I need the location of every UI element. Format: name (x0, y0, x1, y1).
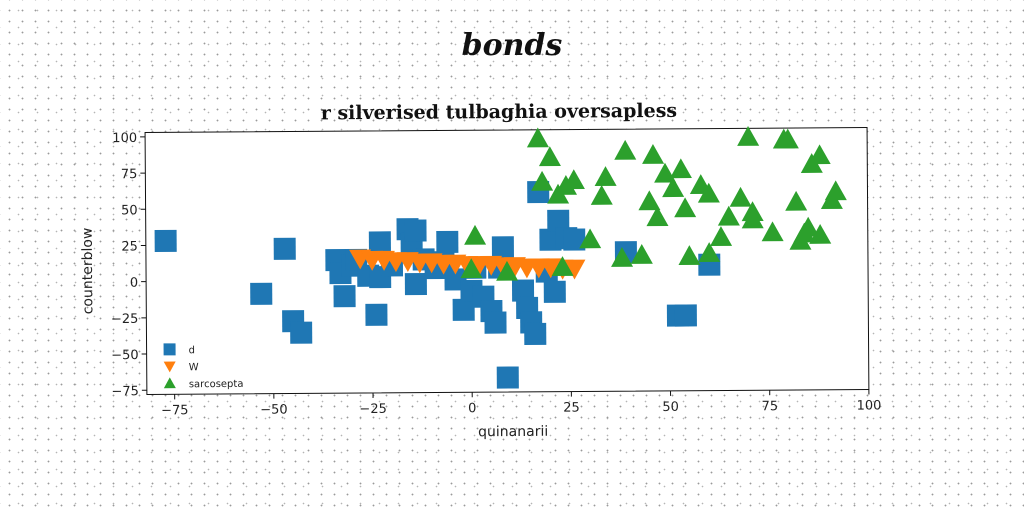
x-tick-label: −25 (359, 402, 387, 417)
data-point (368, 231, 391, 254)
data-point (662, 177, 685, 198)
data-point (154, 229, 177, 253)
data-point (496, 366, 519, 389)
data-point (761, 221, 784, 242)
y-axis-ticks: 100 75 50 25 0 −25 −50 −75 (111, 131, 147, 399)
data-point (290, 321, 313, 344)
legend-label: sarcosepta (189, 379, 244, 390)
data-point (563, 228, 586, 251)
data-point (538, 146, 561, 167)
data-point (824, 180, 847, 201)
y-tick-label: 25 (121, 240, 138, 255)
x-tick-label: 25 (563, 401, 580, 416)
data-points (154, 126, 847, 389)
x-tick-label: 75 (761, 399, 778, 414)
y-axis-label: counterblow (80, 228, 97, 315)
data-point (547, 209, 570, 232)
x-tick-label: 100 (857, 398, 882, 413)
data-point (563, 259, 586, 280)
data-point (484, 311, 507, 334)
data-point (776, 128, 799, 149)
data-point (524, 322, 547, 346)
y-tick-label: −50 (111, 348, 139, 363)
data-point (250, 282, 273, 305)
y-tick-label: 75 (121, 167, 138, 182)
data-point (579, 228, 602, 249)
data-point (436, 230, 459, 253)
legend-marker (163, 377, 176, 389)
data-point (611, 247, 634, 267)
data-point (594, 166, 617, 186)
data-point (698, 242, 721, 262)
y-tick-label: 100 (112, 131, 137, 146)
legend-label: d (189, 345, 195, 356)
page-title: bonds (461, 28, 563, 63)
data-point (797, 216, 820, 237)
data-point (531, 170, 554, 191)
data-point (678, 245, 701, 266)
x-axis-label: quinanarii (478, 424, 548, 440)
data-point (511, 279, 535, 302)
x-tick-label: 0 (468, 401, 476, 416)
data-point (491, 236, 514, 259)
data-point (464, 224, 487, 245)
legend-marker (163, 343, 176, 356)
chart-title: r silverised tulbaghia oversapless (321, 100, 677, 124)
data-point (630, 244, 653, 264)
x-tick-label: 50 (662, 400, 679, 415)
data-point (273, 237, 296, 260)
data-point (496, 260, 519, 281)
data-point (808, 144, 831, 165)
y-tick-label: 50 (121, 203, 138, 218)
data-point (460, 258, 483, 279)
data-point (404, 273, 427, 296)
data-point (717, 205, 740, 226)
data-point (646, 206, 669, 227)
series-3 (460, 126, 847, 281)
data-point (642, 144, 665, 164)
y-tick-label: 0 (130, 276, 138, 291)
data-point (404, 219, 427, 242)
data-point (333, 285, 356, 308)
data-point (674, 304, 697, 327)
data-point (737, 126, 760, 146)
data-point (785, 190, 808, 211)
x-tick-label: −75 (161, 403, 189, 418)
data-point (741, 208, 764, 229)
data-point (638, 190, 661, 211)
x-tick-label: −50 (260, 403, 288, 418)
data-point (365, 303, 388, 326)
data-point (729, 186, 752, 207)
data-point (697, 182, 720, 203)
data-point (614, 139, 637, 160)
data-point (590, 184, 613, 205)
legend-marker (163, 361, 176, 373)
legend-label: W (189, 362, 199, 373)
x-axis-ticks: −75 −50 −25 0 25 50 75 100 (161, 389, 882, 418)
data-point (526, 127, 549, 148)
data-point (543, 280, 566, 303)
data-point (452, 298, 475, 321)
data-point (669, 158, 692, 179)
data-point (562, 169, 585, 190)
data-point (674, 197, 697, 218)
data-point (809, 223, 832, 244)
y-tick-label: −75 (111, 384, 139, 399)
data-point (710, 226, 733, 246)
y-tick-label: −25 (111, 312, 139, 327)
data-point (551, 256, 574, 277)
